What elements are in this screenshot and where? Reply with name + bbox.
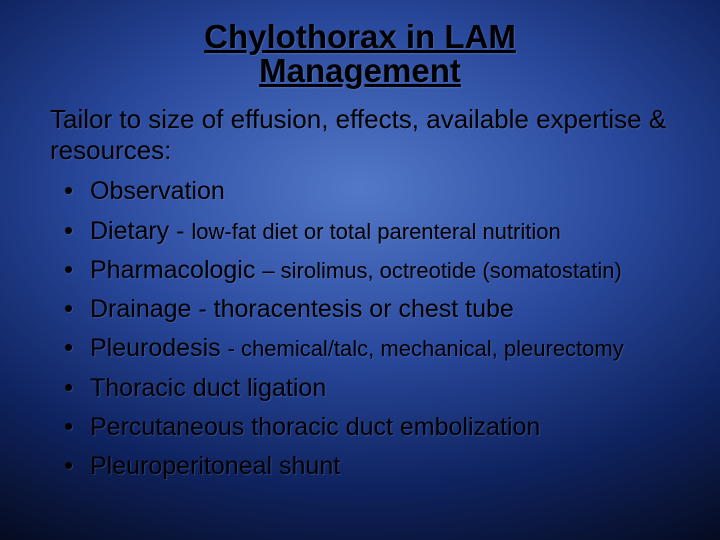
list-item: Observation [64,176,670,207]
bullet-main: Pharmacologic [90,256,262,284]
title-line-1: Chylothorax in LAM [50,18,670,56]
bullet-list: Observation Dietary - low-fat diet or to… [50,176,670,482]
title-block: Chylothorax in LAM Management [50,18,670,90]
slide-container: Chylothorax in LAM Management Tailor to … [0,0,720,540]
bullet-main: Observation [90,177,225,205]
list-item: Percutaneous thoracic duct embolization [64,412,670,443]
bullet-main: Dietary - [90,217,191,245]
subtitle-text: Tailor to size of effusion, effects, ava… [50,104,670,166]
bullet-detail: - chemical/talc, mechanical, pleurectomy [228,336,624,361]
list-item: Pleurodesis - chemical/talc, mechanical,… [64,333,670,364]
bullet-main: Drainage - thoracentesis or chest tube [90,295,514,323]
list-item: Pleuroperitoneal shunt [64,451,670,482]
bullet-main: Pleurodesis [90,334,228,362]
list-item: Dietary - low-fat diet or total parenter… [64,216,670,247]
list-item: Thoracic duct ligation [64,373,670,404]
bullet-detail: low-fat diet or total parenteral nutriti… [191,219,560,244]
bullet-detail: – sirolimus, octreotide (somatostatin) [262,258,621,283]
bullet-main: Thoracic duct ligation [90,374,326,402]
list-item: Pharmacologic – sirolimus, octreotide (s… [64,255,670,286]
list-item: Drainage - thoracentesis or chest tube [64,294,670,325]
bullet-main: Pleuroperitoneal shunt [90,452,340,480]
title-line-2: Management [50,52,670,90]
bullet-main: Percutaneous thoracic duct embolization [90,413,540,441]
